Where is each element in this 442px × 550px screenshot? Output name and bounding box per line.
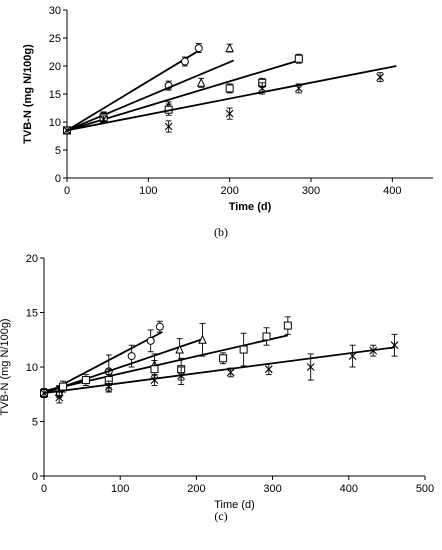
series-triangle <box>62 42 235 135</box>
y-tick-label: 20 <box>49 61 61 73</box>
data-point <box>306 363 315 371</box>
data-point <box>150 365 159 374</box>
data-point <box>99 115 108 124</box>
data-point <box>264 365 273 374</box>
trend-line <box>43 334 289 392</box>
data-point <box>219 354 228 363</box>
data-point <box>225 109 234 118</box>
data-point <box>198 334 207 344</box>
y-tick-label: 0 <box>55 173 61 185</box>
y-tick-label: 10 <box>26 362 38 374</box>
x-tick-label: 200 <box>220 185 238 197</box>
data-point <box>180 57 189 66</box>
y-tick-label: 15 <box>26 308 38 320</box>
data-point <box>196 77 206 87</box>
data-point <box>225 84 234 93</box>
data-point <box>294 84 303 93</box>
y-tick-label: 5 <box>32 417 38 429</box>
x-tick-label: 100 <box>139 185 157 197</box>
data-point <box>55 393 64 402</box>
series-circle <box>63 43 203 135</box>
data-point <box>194 44 203 53</box>
x-tick-label: 500 <box>416 483 434 495</box>
x-tick-label: 0 <box>41 483 47 495</box>
data-point <box>225 42 234 53</box>
x-tick-label: 300 <box>263 483 281 495</box>
data-point <box>294 54 303 63</box>
data-point <box>239 345 248 354</box>
trend-line <box>66 65 397 132</box>
series-square <box>40 316 292 398</box>
x-tick-label: 400 <box>340 483 358 495</box>
x-tick-label: 200 <box>187 483 205 495</box>
x-axis-title: Time (d) <box>229 201 272 213</box>
data-point <box>175 344 184 354</box>
panel-label: (c) <box>214 509 227 523</box>
data-point <box>369 346 378 355</box>
y-axis-title: TVB-N (mg N/100g) <box>0 318 11 415</box>
data-point <box>104 382 113 391</box>
series-x <box>63 65 397 135</box>
data-point <box>376 73 385 82</box>
y-tick-label: 15 <box>49 89 61 101</box>
y-tick-label: 0 <box>32 471 38 483</box>
data-point <box>390 341 399 350</box>
data-point <box>40 389 48 398</box>
data-point <box>262 332 271 341</box>
y-tick-label: 30 <box>49 5 61 17</box>
data-point <box>127 352 136 361</box>
panel-label: (b) <box>214 225 228 239</box>
data-point <box>81 376 90 385</box>
data-point <box>155 322 164 331</box>
data-point <box>283 321 292 330</box>
x-tick-label: 300 <box>302 185 320 197</box>
data-point <box>226 368 235 377</box>
y-axis-title: TVB-N (mg N/100g) <box>22 44 34 144</box>
data-point <box>348 352 357 360</box>
x-tick-label: 0 <box>64 185 70 197</box>
data-point <box>258 84 267 93</box>
data-point <box>59 382 68 391</box>
data-point <box>150 376 159 384</box>
y-tick-label: 5 <box>55 145 61 157</box>
trend-line <box>66 59 235 132</box>
trend-line <box>43 346 395 395</box>
y-tick-label: 10 <box>49 117 61 129</box>
trend-line <box>66 48 202 132</box>
data-point <box>146 336 155 345</box>
series-x <box>40 333 399 404</box>
y-tick-label: 25 <box>49 33 61 45</box>
data-point <box>164 122 173 131</box>
data-point <box>63 126 71 135</box>
x-axis-title: Time (d) <box>214 499 255 511</box>
x-tick-label: 400 <box>383 185 401 197</box>
data-point <box>177 371 186 380</box>
x-tick-label: 100 <box>111 483 129 495</box>
y-tick-label: 20 <box>26 253 38 265</box>
